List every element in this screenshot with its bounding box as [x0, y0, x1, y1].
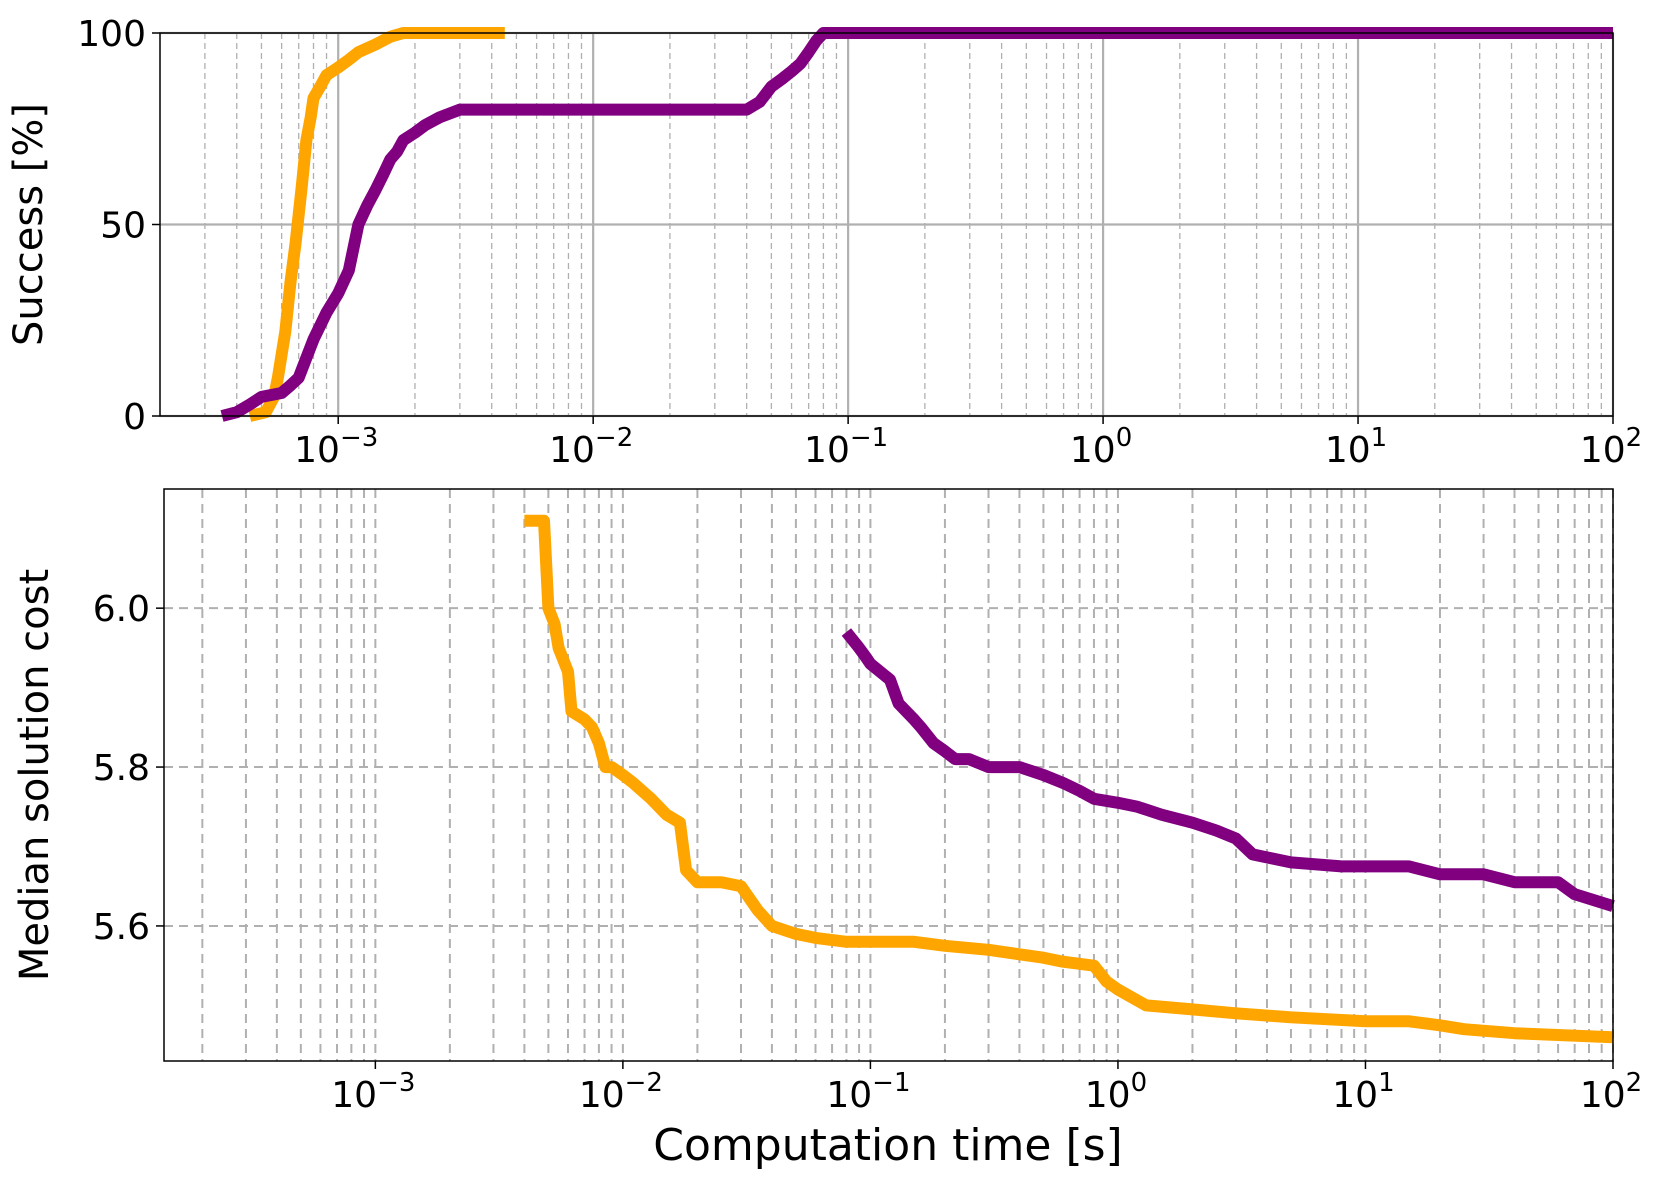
cost-x-tick-label: 102 — [1580, 1068, 1642, 1116]
success-x-tick-label: 100 — [1070, 423, 1132, 471]
success-x-tick-label: 10−3 — [294, 423, 378, 471]
success-y-tick-label: 0 — [123, 397, 146, 438]
cost-series-line-1 — [841, 628, 1615, 912]
success-x-tick-label: 10−2 — [549, 423, 633, 471]
cost-panel: 5.6 5.8 6.0 10−3 10−2 10−1 100 101 102 Median s… — [12, 488, 1642, 1171]
cost-x-tick-label: 10−1 — [826, 1068, 910, 1116]
cost-y-tick-label: 5.8 — [93, 748, 150, 789]
success-panel: 0 50 100 10−3 10−2 10−1 100 101 102 Success [%] — [6, 14, 1642, 471]
success-x-tick-label: 10−1 — [804, 423, 888, 471]
success-series — [220, 27, 1613, 422]
success-x-tick-label: 101 — [1325, 423, 1387, 471]
cost-grid — [164, 489, 1614, 1061]
cost-x-tick-label: 100 — [1085, 1068, 1147, 1116]
cost-series-line-0 — [524, 514, 1614, 1044]
success-x-ticks: 10−3 10−2 10−1 100 101 102 — [294, 416, 1642, 471]
cost-y-axis-label: Median solution cost — [12, 569, 58, 981]
success-series-line-1 — [220, 27, 1613, 422]
cost-y-tick-label: 6.0 — [93, 589, 150, 630]
cost-plot-background — [164, 489, 1613, 1061]
success-x-tick-label: 102 — [1580, 423, 1642, 471]
success-series-line-0 — [248, 27, 505, 422]
cost-y-ticks: 5.6 5.8 6.0 — [93, 589, 164, 948]
cost-x-tick-label: 10−2 — [579, 1068, 663, 1116]
success-y-axis-label: Success [%] — [6, 103, 52, 346]
cost-x-ticks: 10−3 10−2 10−1 100 101 102 — [331, 1061, 1642, 1116]
cost-series — [524, 514, 1615, 1044]
cost-x-tick-label: 101 — [1332, 1068, 1394, 1116]
cost-y-tick-label: 5.6 — [93, 907, 150, 948]
success-y-ticks: 0 50 100 — [77, 14, 160, 438]
cost-axes-frame — [163, 488, 1614, 1062]
cost-x-tick-label: 10−3 — [331, 1068, 415, 1116]
success-y-tick-label: 100 — [77, 14, 146, 55]
cost-x-axis-label: Computation time [s] — [653, 1120, 1122, 1171]
success-y-tick-label: 50 — [100, 206, 146, 247]
